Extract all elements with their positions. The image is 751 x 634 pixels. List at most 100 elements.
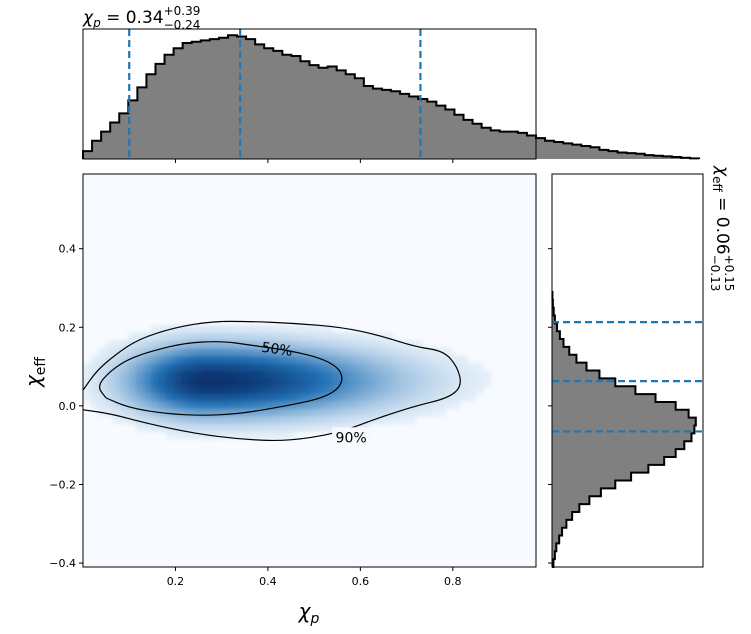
density-cell [430, 362, 439, 372]
density-cell [483, 370, 492, 379]
density-cell [105, 340, 114, 349]
density-cell [324, 415, 333, 425]
density-cell [203, 400, 212, 409]
density-cell [400, 362, 409, 372]
density-cell [400, 393, 409, 402]
density-cell [301, 385, 311, 394]
density-cell [83, 385, 92, 394]
density-cell [256, 400, 265, 409]
density-cell [218, 430, 228, 440]
density-cell [158, 340, 167, 349]
density-cell [309, 378, 318, 387]
density-cell [120, 362, 129, 372]
density-cell [415, 393, 424, 402]
density-cell [203, 355, 212, 364]
x-axis-ticks: 0.2 0.4 0.6 0.8 [167, 567, 462, 588]
density-cell [301, 325, 311, 334]
density-cell [234, 370, 243, 379]
density-cell [407, 415, 416, 425]
density-cell [354, 400, 363, 409]
chi-eff-histogram-fill [552, 291, 696, 567]
density-cell [279, 340, 288, 349]
density-cell [241, 355, 250, 364]
density-cell [249, 347, 258, 356]
density-cell [83, 370, 92, 379]
density-cell [150, 385, 160, 394]
density-cell [196, 370, 205, 379]
density-cell [203, 423, 212, 432]
density-cell [143, 393, 152, 402]
density-cell [158, 400, 167, 409]
chi-eff-title-symbol: χ [712, 165, 732, 177]
density-cell [437, 362, 446, 372]
density-cell [256, 362, 265, 372]
joint-density-panel: 50%90% 0.2 0.4 0.6 0.8 −0.4−0.20.00.20.4 χp… [21, 173, 537, 627]
density-cell [135, 332, 144, 341]
density-cell [362, 340, 371, 349]
density-cell [400, 415, 409, 425]
contour-50-pct [99, 341, 343, 416]
density-cell [120, 385, 129, 394]
density-cell [188, 393, 197, 402]
density-cell [339, 362, 348, 372]
density-cell [264, 362, 273, 372]
density-cell [301, 355, 311, 364]
density-cell [354, 370, 363, 379]
density-cell [226, 393, 235, 402]
density-cell [143, 370, 152, 379]
density-cell [181, 347, 190, 356]
density-cell [188, 340, 197, 349]
density-cell [452, 355, 462, 364]
density-cell [158, 355, 167, 364]
density-cell [339, 385, 348, 394]
density-cell [460, 362, 469, 372]
density-cell [369, 362, 379, 372]
density-cell [347, 415, 356, 425]
density-cell [234, 385, 243, 394]
density-cell [226, 362, 235, 372]
density-cell [415, 370, 424, 379]
density-cell [241, 370, 250, 379]
contour-label-bg-1 [332, 427, 371, 446]
density-cell [430, 378, 439, 387]
contour-label-50-pct: 50% [260, 340, 293, 360]
density-cell [309, 347, 318, 356]
density-cell [226, 430, 235, 440]
density-cell [105, 408, 114, 417]
density-cell [256, 430, 265, 440]
density-cell [249, 430, 258, 440]
density-cell [407, 385, 416, 394]
density-cell [407, 393, 416, 402]
density-cell [294, 393, 303, 402]
density-cell [354, 332, 363, 341]
density-cell [211, 340, 220, 349]
density-cell [173, 378, 182, 387]
density-cell [211, 347, 220, 356]
density-cell [301, 370, 311, 379]
density-cell [279, 430, 288, 440]
density-cell [324, 355, 333, 364]
density-cell [135, 393, 144, 402]
contour-labels: 50% 90% [260, 340, 371, 446]
density-cell [150, 378, 160, 387]
density-cell [347, 385, 356, 394]
density-cell [279, 400, 288, 409]
density-cell [445, 378, 454, 387]
density-cell [166, 355, 175, 364]
density-cell [203, 385, 212, 394]
density-cell [173, 325, 182, 334]
density-cell [377, 362, 386, 372]
density-cell [113, 415, 122, 425]
density-cell [98, 362, 107, 372]
density-cell [324, 400, 333, 409]
density-cell [218, 408, 228, 417]
density-cell [249, 362, 258, 372]
density-cell [241, 325, 250, 334]
density-cell [218, 332, 228, 341]
y-tick-label-3: 0.2 [59, 321, 77, 334]
density-cell [437, 385, 446, 394]
density-cell [181, 378, 190, 387]
density-cell [407, 347, 416, 356]
density-cell [241, 347, 250, 356]
density-cell [324, 340, 333, 349]
